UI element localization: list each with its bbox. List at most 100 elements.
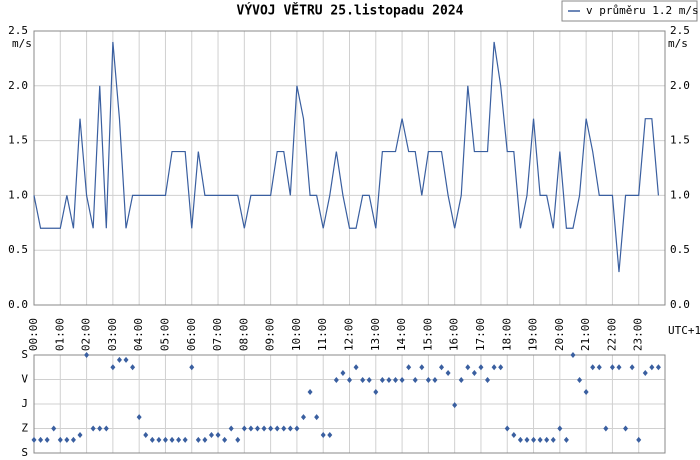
point xyxy=(143,432,149,439)
point xyxy=(563,436,569,443)
point xyxy=(268,425,274,432)
y-unit: m/s xyxy=(12,37,32,50)
point xyxy=(517,436,523,443)
point xyxy=(504,425,510,432)
point xyxy=(97,425,103,432)
x-tick-label: 02:00 xyxy=(80,318,93,351)
y-tick-label-right: 0.5 xyxy=(670,243,690,256)
point xyxy=(327,432,333,439)
x-tick-label: 13:00 xyxy=(369,318,382,351)
x-tick-label: 20:00 xyxy=(553,318,566,351)
point xyxy=(498,364,504,371)
legend: v průměru 1.2 m/s xyxy=(561,0,699,22)
y-tick-label: 2.0 xyxy=(8,79,28,92)
point xyxy=(287,425,293,432)
legend-box xyxy=(561,0,698,22)
legend-label: v průměru 1.2 m/s xyxy=(586,4,699,17)
y-tick-label-right: 1.5 xyxy=(670,134,690,147)
point xyxy=(70,436,76,443)
x-tick-label: 08:00 xyxy=(237,318,250,351)
point xyxy=(320,432,326,439)
point xyxy=(544,436,550,443)
point xyxy=(623,425,629,432)
point xyxy=(116,356,122,363)
y-tick-label: J xyxy=(21,397,28,410)
point xyxy=(51,425,57,432)
point xyxy=(570,352,576,358)
point xyxy=(208,432,214,439)
point xyxy=(281,425,287,432)
y-tick-label: S xyxy=(21,348,28,361)
point xyxy=(353,364,359,371)
point xyxy=(485,377,491,384)
point xyxy=(182,436,188,443)
point xyxy=(603,425,609,432)
point xyxy=(64,436,70,443)
point xyxy=(123,356,129,363)
x-tick-label: 21:00 xyxy=(579,318,592,351)
point xyxy=(90,425,96,432)
y-unit-right: m/s xyxy=(668,37,688,50)
x-tick-label: 22:00 xyxy=(605,318,618,351)
point xyxy=(471,369,477,376)
point xyxy=(215,432,221,439)
point xyxy=(189,364,195,371)
x-tick-label: 19:00 xyxy=(527,318,540,351)
x-tick-label: 16:00 xyxy=(448,318,461,351)
point xyxy=(379,377,385,384)
point xyxy=(465,364,471,371)
x-tick-label: 06:00 xyxy=(185,318,198,351)
point xyxy=(307,389,313,396)
point xyxy=(557,425,563,432)
point xyxy=(406,364,412,371)
plot-frame xyxy=(33,354,666,454)
point xyxy=(583,389,589,396)
point xyxy=(274,425,280,432)
point xyxy=(609,364,615,371)
point xyxy=(629,364,635,371)
point xyxy=(169,436,175,443)
x-tick-label: 14:00 xyxy=(395,318,408,351)
point xyxy=(524,436,530,443)
point xyxy=(347,377,352,384)
point xyxy=(642,369,648,376)
timezone-label: UTC+1 xyxy=(668,324,700,337)
y-tick-label: 1.5 xyxy=(8,134,28,147)
point xyxy=(393,377,399,384)
point xyxy=(432,377,438,384)
y-tick-label-right: 1.0 xyxy=(670,188,690,201)
y-tick-label: 0.5 xyxy=(8,243,28,256)
point xyxy=(228,425,234,432)
point xyxy=(149,436,155,443)
x-tick-label: 07:00 xyxy=(211,318,224,351)
point xyxy=(458,377,464,384)
point xyxy=(84,352,90,358)
point xyxy=(38,436,44,443)
point xyxy=(340,369,346,376)
point xyxy=(577,377,583,384)
point xyxy=(452,402,458,409)
x-tick-label: 15:00 xyxy=(421,318,434,351)
x-tick-label: 17:00 xyxy=(474,318,487,351)
point xyxy=(445,369,451,376)
point xyxy=(531,436,537,443)
x-tick-label: 11:00 xyxy=(316,318,329,351)
point xyxy=(241,425,247,432)
point xyxy=(360,377,366,384)
point xyxy=(590,364,596,371)
point xyxy=(412,377,418,384)
point xyxy=(31,436,37,443)
point xyxy=(103,425,109,432)
point xyxy=(110,364,116,371)
y-tick-label: Z xyxy=(21,422,28,435)
chart-title: VÝVOJ VĚTRU 25.listopadu 2024 xyxy=(237,3,464,19)
point xyxy=(511,432,517,439)
x-tick-label: 09:00 xyxy=(264,318,277,351)
point xyxy=(195,436,201,443)
point xyxy=(222,436,228,443)
point xyxy=(136,414,142,421)
x-tick-label: 10:00 xyxy=(290,318,303,351)
point xyxy=(550,436,556,443)
point xyxy=(156,436,162,443)
